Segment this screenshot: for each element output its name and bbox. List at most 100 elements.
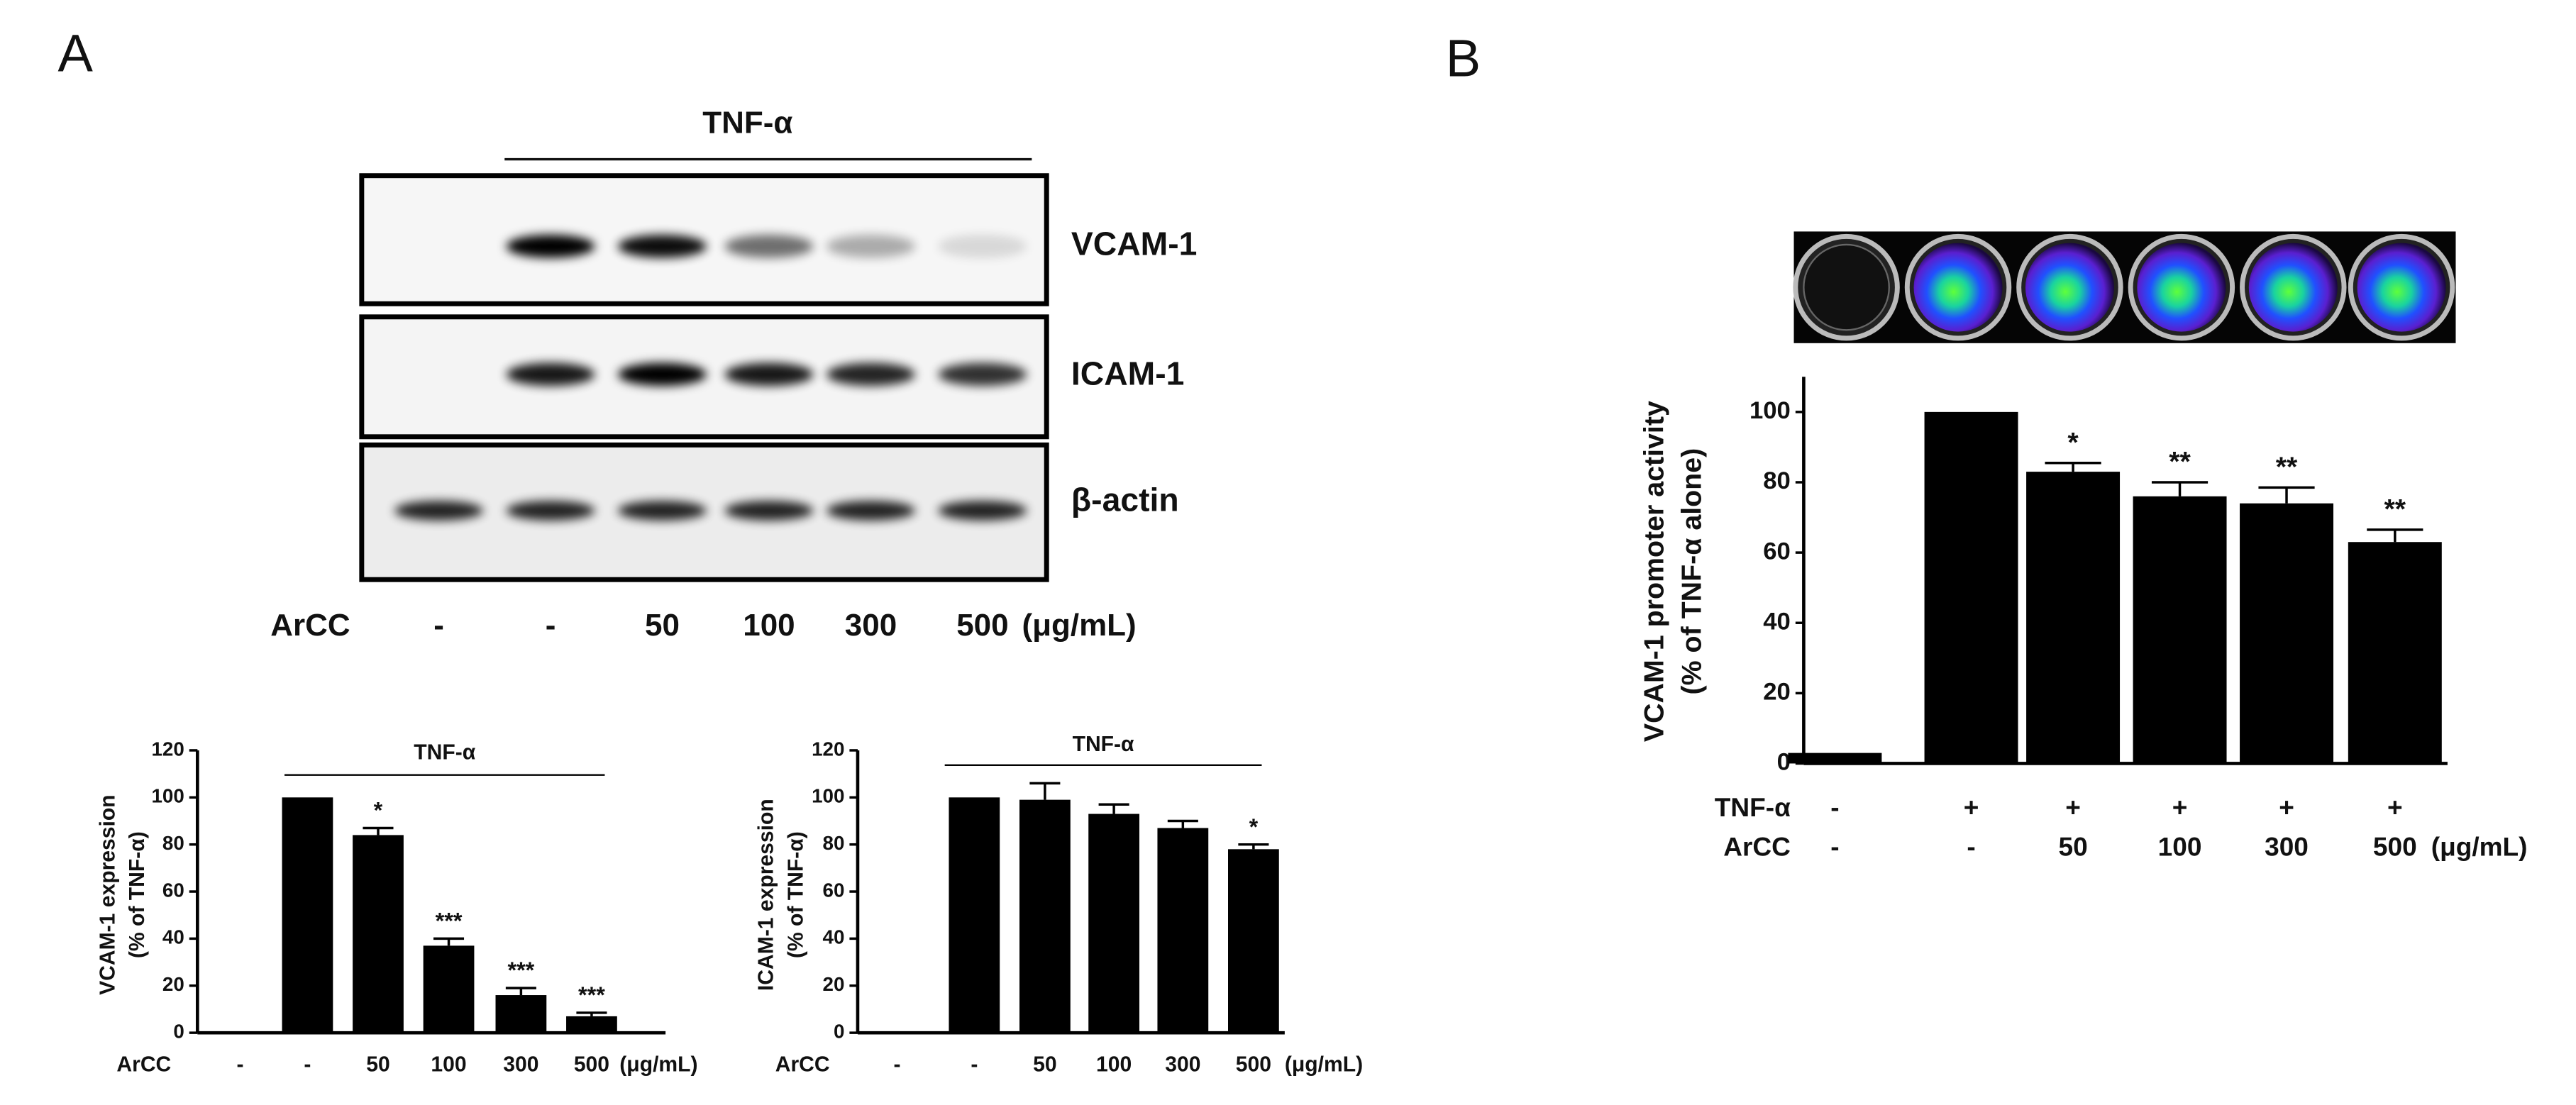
blot-band — [938, 362, 1027, 387]
bar — [2348, 542, 2442, 764]
blot-band — [617, 501, 707, 521]
bar — [1788, 753, 1882, 764]
well-signal — [2357, 243, 2446, 332]
bar — [2026, 472, 2121, 764]
y-axis-label: VCAM-1 promoter activity — [1638, 401, 1669, 742]
x-tick-label: 300 — [503, 1053, 538, 1076]
y-tick-label: 60 — [1763, 538, 1791, 565]
x-tick-label: + — [2065, 792, 2081, 822]
x-tick-label: 500 — [2373, 832, 2417, 862]
bar — [1924, 411, 2018, 764]
x-tick-label: + — [2387, 792, 2403, 822]
y-tick-label: 0 — [173, 1020, 184, 1042]
y-tick-label: 80 — [162, 832, 184, 854]
y-axis-label: ICAM-1 expression — [755, 799, 778, 991]
y-tick-label: 20 — [823, 973, 845, 995]
group-label: TNF-α — [414, 741, 475, 765]
y-axis-label: (% of TNF-α alone) — [1676, 448, 1708, 695]
x-tick-label: - — [237, 1053, 244, 1076]
y-tick-label: 40 — [162, 926, 184, 948]
blot-band — [724, 501, 814, 521]
x-tick-label: 300 — [1165, 1053, 1200, 1076]
x-row-label: ArCC — [775, 1053, 830, 1076]
dose-unit: (μg/mL) — [1022, 608, 1136, 643]
error-bar — [2367, 528, 2423, 543]
x-tick-label: 100 — [431, 1053, 466, 1076]
x-tick-label: 50 — [2058, 832, 2087, 862]
dose-value: - — [433, 608, 444, 643]
x-tick-label: + — [1964, 792, 1979, 822]
x-tick-label: - — [1967, 832, 1975, 862]
blot-treatment: TNF-α — [702, 106, 792, 140]
error-bar — [363, 826, 394, 835]
x-tick-label: + — [2279, 792, 2294, 822]
bar — [1157, 828, 1209, 1033]
dose-value: 300 — [845, 608, 897, 643]
y-axis-label: VCAM-1 expression — [96, 794, 119, 994]
x-row-label: TNF-α — [1715, 792, 1791, 822]
x-tick-label: - — [1830, 832, 1839, 862]
significance-label: ** — [2169, 446, 2191, 477]
well-signal — [1913, 243, 2003, 332]
error-bar — [1167, 819, 1198, 828]
x-tick-label: 50 — [1033, 1053, 1056, 1076]
well-empty — [1803, 243, 1890, 331]
protein-label: VCAM-1 — [1071, 225, 1197, 262]
y-tick-label: 100 — [1749, 397, 1791, 424]
blot-band — [724, 362, 814, 387]
y-tick-label: 20 — [162, 973, 184, 995]
y-tick-label: 80 — [823, 832, 845, 854]
y-tick-label: 60 — [823, 879, 845, 901]
bar — [1088, 814, 1139, 1033]
x-tick-label: 500 — [574, 1053, 609, 1076]
well-signal — [2137, 243, 2226, 332]
x-tick-label: 300 — [2265, 832, 2309, 862]
y-tick-label: 120 — [812, 738, 844, 760]
protein-label: ICAM-1 — [1071, 355, 1184, 392]
y-tick-label: 0 — [834, 1020, 844, 1042]
x-tick-label: 50 — [366, 1053, 389, 1076]
x-unit: (μg/mL) — [1285, 1053, 1363, 1076]
error-bar — [1238, 843, 1269, 850]
dose-label: ArCC — [270, 608, 350, 643]
error-bar — [1098, 803, 1129, 814]
y-axis-label: (% of TNF-α) — [784, 831, 807, 958]
blot-band — [617, 235, 707, 258]
blot-band — [394, 501, 484, 521]
blot — [359, 173, 1049, 582]
significance-label: *** — [507, 957, 534, 983]
error-bar — [433, 937, 465, 946]
bar — [2133, 496, 2227, 764]
y-tick-label: 0 — [1777, 749, 1791, 776]
error-bar — [1029, 782, 1061, 800]
bar — [949, 797, 1000, 1033]
y-tick-label: 80 — [1763, 467, 1791, 494]
dose-value: 50 — [645, 608, 680, 643]
x-tick-label: - — [894, 1053, 901, 1076]
error-bar — [2151, 481, 2209, 496]
x-tick-label: + — [2172, 792, 2188, 822]
error-bar — [576, 1011, 607, 1016]
bar — [1019, 799, 1071, 1033]
x-tick-label: - — [971, 1053, 978, 1076]
blot-band — [826, 501, 915, 521]
bar — [353, 835, 404, 1033]
wells — [1793, 233, 2455, 341]
bar — [282, 797, 333, 1033]
y-axis-label: (% of TNF-α) — [126, 831, 149, 958]
x-tick-label: 100 — [1096, 1053, 1132, 1076]
x-row-label: ArCC — [1723, 832, 1791, 862]
y-tick-label: 40 — [823, 926, 845, 948]
x-tick-label: - — [1830, 792, 1839, 822]
significance-label: ** — [2384, 494, 2406, 525]
blot-band — [826, 235, 915, 258]
x-tick-label: 500 — [1236, 1053, 1271, 1076]
x-unit: (μg/mL) — [2431, 832, 2528, 862]
blot-band — [938, 501, 1027, 521]
bar — [2240, 503, 2334, 764]
error-bar — [2258, 486, 2315, 504]
dose-value: 500 — [956, 608, 1008, 643]
x-row-label: ArCC — [116, 1053, 171, 1076]
significance-label: * — [2067, 427, 2079, 458]
panel-label: A — [58, 24, 94, 83]
